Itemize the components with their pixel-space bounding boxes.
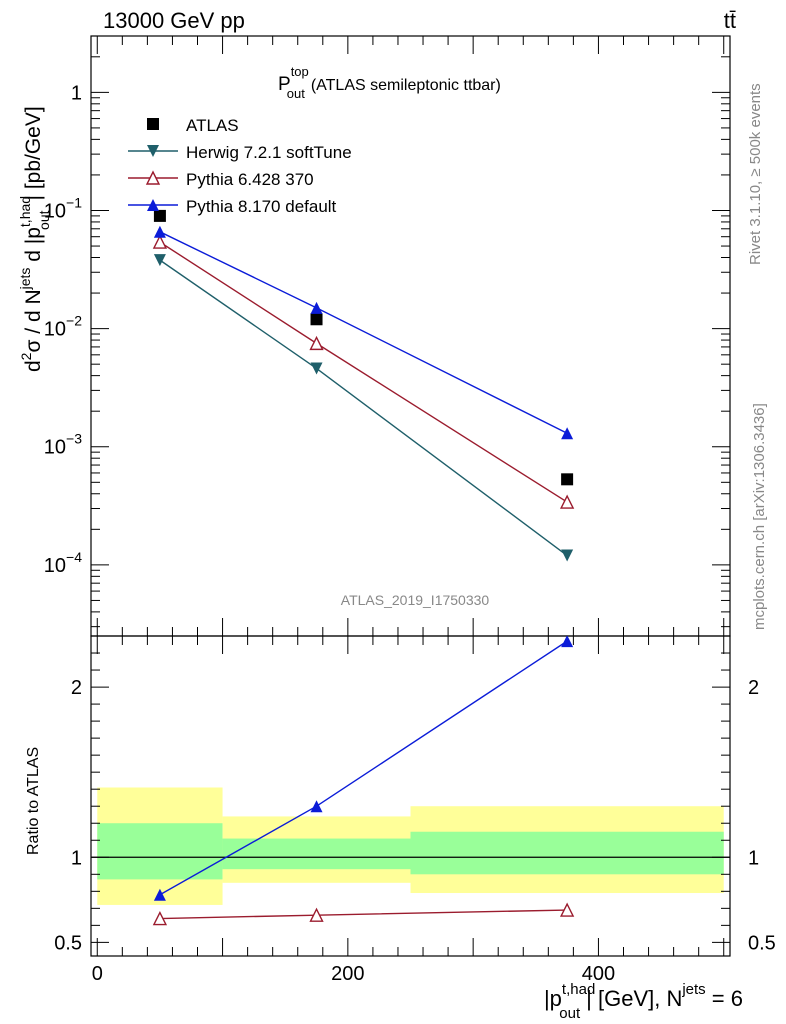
ylabel-units: | [pb/GeV] [22,106,45,200]
ratio-y-tick-label-left: 0.5 [54,932,82,954]
xlabel-p: |p [544,986,562,1011]
legend-marker-1 [147,145,159,157]
main-y-tick-exp: −4 [66,549,82,565]
analysis-id-label: ATLAS_2019_I1750330 [341,592,490,608]
main-y-tick-exp: −1 [66,194,82,210]
main-point-herwig-7-2-1-softtune [561,549,574,562]
legend-label-1: Herwig 7.2.1 softTune [186,143,352,162]
main-y-tick-base: 10 [44,437,66,459]
main-point-pythia-8-170-default [153,225,166,238]
main-y-tick-label: 1 [71,82,82,104]
plot-title: Ptop out (ATLAS semileptonic ttbar) [278,64,501,101]
band-inner-1 [222,838,411,870]
ratio-y-tick-label-right: 0.5 [748,932,776,954]
xlabel-rest: | [GeV], N [586,986,682,1011]
ratio-uncertainty-bands [97,787,724,905]
main-line-herwig-7-2-1-softtune [159,259,568,557]
ylabel-jets: jets [17,268,33,291]
main-y-tick-label: 10−3 [44,431,82,459]
main-point-pythia-8-170-default [310,301,323,314]
main-y-tick-label: 10−4 [44,549,82,577]
ratio-y-tick-label-right: 2 [748,677,759,699]
main-point-pythia-6-428-370 [559,494,575,509]
ylabel-out: out [36,210,52,230]
main-y-tick-base: 10 [44,319,66,341]
x-tick-label: 200 [331,963,364,985]
axis-ticks [91,35,730,956]
xlabel-jets: jets [681,981,705,998]
xlabel-eq: = 6 [706,986,743,1011]
ylabel-sup2: 2 [18,352,34,360]
xlabel-had: t,had [562,981,595,998]
legend: ATLAS Herwig 7.2.1 softTune Pythia 6.428 3… [128,116,352,216]
ylabel-sigma: σ / d N [22,289,45,352]
ratio-point-pythia-6-428-370 [152,910,168,926]
main-y-tick-base: 10 [44,200,66,222]
main-y-axis-label: d2σ / d Njets d |pt,had out | [pb/GeV] [17,106,52,372]
main-y-tick-exp: −2 [66,313,82,329]
ylabel-had: t,had [17,196,33,227]
legend-marker-2 [145,170,161,185]
main-point-atlas [310,313,323,326]
main-point-pythia-6-428-370 [152,234,168,249]
main-line-pythia-6-428-370 [159,241,568,503]
plot-title-sub: out [287,86,305,101]
main-y-tick-label: 10−1 [44,194,82,222]
plot-title-rest: (ATLAS semileptonic ttbar) [311,77,501,94]
axis-tick-labels: 110−110−210−310−42 21 10.5 0.50 200 400 [44,82,776,985]
band-inner-0 [97,823,223,880]
main-lines-clip [159,231,568,557]
band-inner-2 [410,831,724,875]
ratio-y-tick-label-right: 1 [748,847,759,869]
x-tick-label: 400 [582,963,615,985]
ylabel-d: d [22,360,45,372]
ratio-markers-clip [152,636,575,976]
legend-label-2: Pythia 6.428 370 [186,170,314,189]
ratio-plot-frame [90,635,731,957]
ratio-y-tick-label-left: 2 [71,677,82,699]
legend-marker-0 [147,118,159,130]
ratio-point-pythia-8-170-default [561,636,574,648]
ratio-point-herwig-7-2-1-softtune [311,964,323,976]
legend-marker-3 [147,199,159,211]
main-y-tick-label: 10−2 [44,313,82,341]
process-label: tt̄ [724,8,736,33]
series-markers [152,209,575,976]
energy-label: 13000 GeV pp [103,8,245,33]
main-point-pythia-6-428-370 [309,335,324,351]
legend-label-0: ATLAS [186,116,239,135]
ratio-point-herwig-7-2-1-softtune [154,959,166,971]
ratio-point-pythia-6-428-370 [559,902,575,917]
rivet-version-label: Rivet 3.1.10, ≥ 500k events [747,83,764,265]
main-y-tick-exp: −3 [66,431,82,447]
main-point-pythia-8-170-default [561,427,574,440]
mcplots-label: mcplots.cern.ch [arXiv:1306.3436] [751,403,768,630]
ratio-y-axis-label: Ratio to ATLAS [25,747,42,855]
xlabel-out: out [559,1005,581,1022]
ratio-point-pythia-8-170-default [310,800,323,813]
ratio-point-pythia-8-170-default [153,888,166,901]
main-point-atlas [153,209,166,222]
main-point-atlas [561,473,574,486]
plot-title-main: P [278,74,291,95]
main-y-tick-base: 10 [44,555,66,577]
main-point-herwig-7-2-1-softtune [153,254,166,267]
legend-label-3: Pythia 8.170 default [186,197,337,216]
ratio-point-pythia-6-428-370 [309,907,324,922]
main-point-herwig-7-2-1-softtune [310,362,323,375]
x-tick-label: 0 [92,963,103,985]
x-axis-label: |pt,had out | [GeV], Njets = 6 [544,981,743,1022]
ratio-y-tick-label-left: 1 [71,847,82,869]
ratio-line-pythia-6-428-370 [159,909,568,920]
ylabel-dp: d |p [22,227,45,267]
plot-title-sup: top [291,64,309,79]
